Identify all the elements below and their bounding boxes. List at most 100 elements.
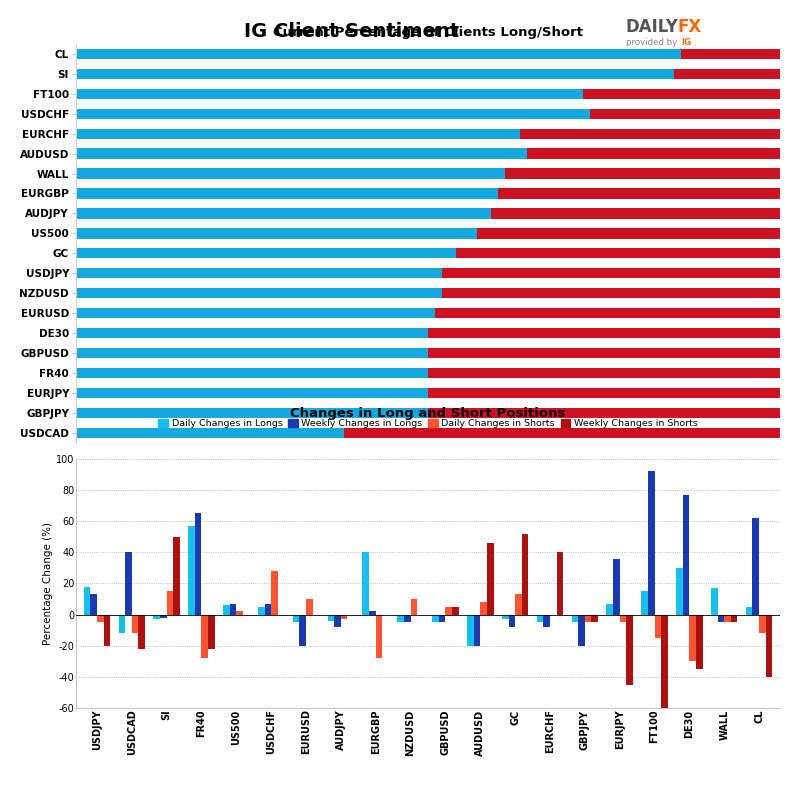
Bar [334,614,341,627]
Bar [230,604,236,614]
Bar [585,614,591,622]
Bar [76,348,428,358]
Bar [76,109,590,119]
Bar [432,614,439,622]
Bar [76,308,435,318]
Bar [480,602,487,614]
Bar [76,69,674,79]
Bar [606,604,613,614]
Bar [519,129,780,139]
Bar [446,606,452,614]
Bar [696,614,702,669]
Bar [674,69,780,79]
Bar [759,614,766,634]
Bar [76,188,498,198]
Bar [543,614,550,627]
Bar [154,614,160,619]
Bar [404,614,410,622]
Bar [724,614,731,622]
Bar [491,208,780,218]
Bar [76,89,583,99]
Title: Current Percentage of Clients Long/Short: Current Percentage of Clients Long/Short [273,26,583,38]
Bar [487,543,494,614]
Bar [502,614,509,619]
Bar [428,388,780,398]
Bar [76,328,428,338]
Bar [766,614,772,677]
Bar [125,552,132,614]
Text: IG Client Sentiment: IG Client Sentiment [245,22,459,42]
Bar [682,49,780,59]
Bar [76,208,491,218]
Bar [456,248,780,258]
Bar [620,614,626,622]
Bar [731,614,738,622]
Bar [578,614,585,646]
Bar [76,168,506,178]
Bar [174,537,180,614]
Bar [76,49,682,59]
Bar [223,606,230,614]
Y-axis label: Percentage Change (%): Percentage Change (%) [43,522,54,645]
Bar [195,514,202,614]
Bar [76,228,478,238]
Bar [160,614,166,618]
Bar [76,427,343,438]
Bar [590,109,780,119]
Bar [132,614,138,634]
Bar [435,308,780,318]
Bar [76,288,442,298]
Bar [293,614,299,622]
Bar [208,614,214,649]
Bar [118,614,125,634]
Bar [202,614,208,658]
Bar [398,614,404,622]
Legend: Daily Changes in Longs, Weekly Changes in Longs, Daily Changes in Shorts, Weekly: Daily Changes in Longs, Weekly Changes i… [154,415,702,432]
Bar [690,614,696,662]
Bar [90,594,97,614]
Text: IG: IG [681,38,691,47]
Bar [648,471,654,614]
Bar [467,614,474,646]
Bar [474,614,480,646]
Bar [654,614,661,638]
Bar [410,599,417,614]
Bar [76,248,456,258]
Bar [271,571,278,614]
Bar [571,614,578,622]
Bar [442,268,780,278]
Bar [138,614,145,649]
Bar [522,534,528,614]
Bar [299,614,306,646]
Bar [753,518,759,614]
Bar [76,368,428,378]
Bar [718,614,724,622]
Bar [369,611,376,614]
Title: Changes in Long and Short Positions: Changes in Long and Short Positions [290,407,566,420]
Bar [76,149,526,159]
Bar [265,604,271,614]
Bar [306,599,313,614]
Bar [661,614,668,708]
Bar [537,614,543,622]
Bar [498,188,780,198]
Bar [236,611,243,614]
Bar [676,568,682,614]
Bar [76,388,428,398]
Bar [591,614,598,622]
Bar [452,606,458,614]
Bar [84,586,90,614]
Bar [166,591,174,614]
Bar [515,594,522,614]
Bar [439,614,446,622]
Bar [428,348,780,358]
Bar [506,168,780,178]
Bar [428,328,780,338]
Bar [428,368,780,378]
Bar [613,558,620,614]
Bar [478,228,780,238]
Bar [76,407,428,418]
Text: FX: FX [678,18,702,35]
Bar [746,606,753,614]
Bar [682,494,690,614]
